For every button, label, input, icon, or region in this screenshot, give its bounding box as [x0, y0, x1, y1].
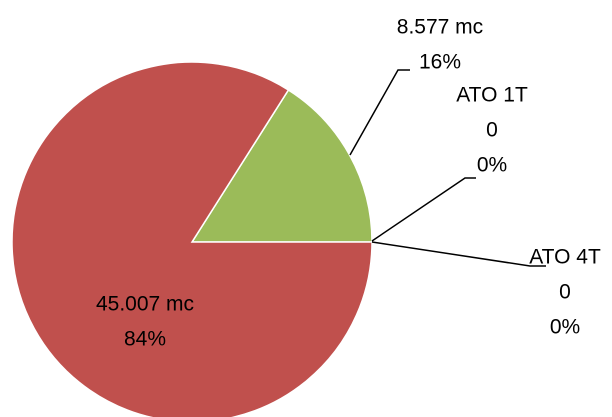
- category-label: ATO 1T: [456, 84, 528, 107]
- value-label: 8.577 mc: [397, 16, 483, 39]
- pie-slice: [11, 61, 373, 417]
- leader-line: [371, 241, 546, 267]
- leader-line: [349, 69, 410, 156]
- value-label: 0: [486, 119, 498, 142]
- value-label: 45.007 mc: [96, 293, 194, 316]
- value-label: 0: [559, 281, 571, 304]
- percentage-label: 16%: [419, 51, 461, 74]
- category-label: ATO 4T: [529, 246, 601, 269]
- leader-line: [371, 177, 476, 242]
- percentage-label: 0%: [550, 316, 580, 339]
- percentage-label: 84%: [124, 328, 166, 351]
- percentage-label: 0%: [477, 154, 507, 177]
- pie-slice: [190, 88, 373, 243]
